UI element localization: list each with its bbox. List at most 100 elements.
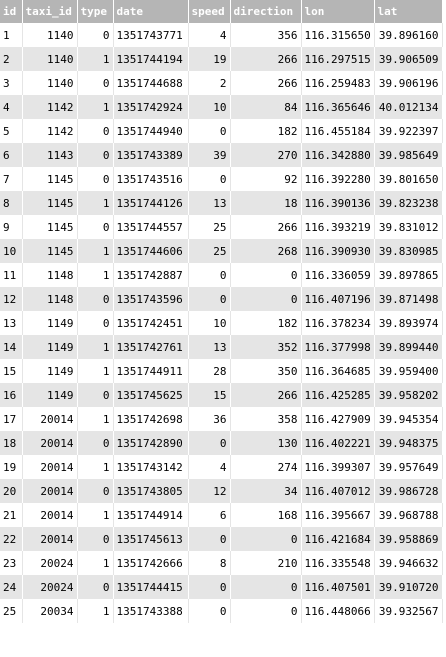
- cell-date: 1351742666: [113, 551, 189, 575]
- table-row[interactable]: 2 1140 1 1351744194 19 266 116.297515 39.906509: [0, 47, 443, 71]
- cell-date: 1351743142: [113, 455, 189, 479]
- cell-date: 1351744415: [113, 575, 189, 599]
- cell-direction: 168: [230, 503, 302, 527]
- cell-taxi-id: 1142: [22, 119, 78, 143]
- table-row[interactable]: 24 20024 0 1351744415 0 0 116.407501 39.910720: [0, 575, 443, 599]
- table-row[interactable]: 7 1145 0 1351743516 0 92 116.392280 39.801650: [0, 167, 443, 191]
- cell-direction: 0: [230, 575, 302, 599]
- cell-type: 1: [77, 599, 114, 623]
- table-row[interactable]: 11 1148 1 1351742887 0 0 116.336059 39.897865: [0, 263, 443, 287]
- cell-speed: 10: [188, 95, 231, 119]
- table-row[interactable]: 3 1140 0 1351744688 2 266 116.259483 39.906196: [0, 71, 443, 95]
- cell-speed: 0: [188, 575, 231, 599]
- table-row[interactable]: 22 20014 0 1351745613 0 0 116.421684 39.958869: [0, 527, 443, 551]
- cell-direction: 182: [230, 311, 302, 335]
- cell-id: 17: [0, 407, 23, 431]
- column-header-id[interactable]: id: [0, 0, 23, 23]
- cell-lat: 39.959400: [374, 359, 443, 383]
- cell-direction: 266: [230, 47, 302, 71]
- cell-direction: 266: [230, 383, 302, 407]
- table-row[interactable]: 23 20024 1 1351742666 8 210 116.335548 39.94663…: [0, 551, 443, 575]
- column-header-taxi-id[interactable]: taxi_id: [22, 0, 78, 23]
- cell-id: 20: [0, 479, 23, 503]
- cell-taxi-id: 1143: [22, 143, 78, 167]
- cell-date: 1351743388: [113, 599, 189, 623]
- cell-taxi-id: 20034: [22, 599, 78, 623]
- cell-lat: 39.986728: [374, 479, 443, 503]
- column-header-type[interactable]: type: [77, 0, 114, 23]
- table-row[interactable]: 4 1142 1 1351742924 10 84 116.365646 40.012134: [0, 95, 443, 119]
- cell-date: 1351744126: [113, 191, 189, 215]
- table-row[interactable]: 5 1142 0 1351744940 0 182 116.455184 39.922397: [0, 119, 443, 143]
- cell-date: 1351744911: [113, 359, 189, 383]
- cell-speed: 0: [188, 167, 231, 191]
- cell-taxi-id: 1149: [22, 335, 78, 359]
- cell-speed: 19: [188, 47, 231, 71]
- cell-date: 1351743596: [113, 287, 189, 311]
- table-row[interactable]: 20 20014 0 1351743805 12 34 116.407012 39.98672…: [0, 479, 443, 503]
- column-header-lon[interactable]: lon: [301, 0, 375, 23]
- cell-date: 1351745613: [113, 527, 189, 551]
- column-header-lat[interactable]: lat: [374, 0, 443, 23]
- cell-speed: 0: [188, 263, 231, 287]
- table-row[interactable]: 6 1143 0 1351743389 39 270 116.342880 39.985649: [0, 143, 443, 167]
- cell-type: 0: [77, 143, 114, 167]
- cell-id: 19: [0, 455, 23, 479]
- cell-taxi-id: 20014: [22, 407, 78, 431]
- cell-direction: 266: [230, 71, 302, 95]
- cell-id: 11: [0, 263, 23, 287]
- cell-id: 22: [0, 527, 23, 551]
- table-row[interactable]: 9 1145 0 1351744557 25 266 116.393219 39.831012: [0, 215, 443, 239]
- cell-taxi-id: 1145: [22, 239, 78, 263]
- cell-type: 0: [77, 479, 114, 503]
- cell-direction: 350: [230, 359, 302, 383]
- cell-taxi-id: 1149: [22, 311, 78, 335]
- column-header-speed[interactable]: speed: [188, 0, 231, 23]
- column-header-date[interactable]: date: [113, 0, 189, 23]
- column-header-direction[interactable]: direction: [230, 0, 302, 23]
- table-row[interactable]: 10 1145 1 1351744606 25 268 116.390930 39.83098…: [0, 239, 443, 263]
- cell-type: 1: [77, 359, 114, 383]
- cell-lon: 116.335548: [301, 551, 375, 575]
- cell-lon: 116.336059: [301, 263, 375, 287]
- table-row[interactable]: 16 1149 0 1351745625 15 266 116.425285 39.95820…: [0, 383, 443, 407]
- table-row[interactable]: 21 20014 1 1351744914 6 168 116.395667 39.96878…: [0, 503, 443, 527]
- table-row[interactable]: 17 20014 1 1351742698 36 358 116.427909 39.9453…: [0, 407, 443, 431]
- cell-speed: 39: [188, 143, 231, 167]
- cell-lon: 116.297515: [301, 47, 375, 71]
- cell-id: 10: [0, 239, 23, 263]
- cell-direction: 352: [230, 335, 302, 359]
- cell-direction: 18: [230, 191, 302, 215]
- cell-speed: 13: [188, 335, 231, 359]
- cell-speed: 4: [188, 23, 231, 47]
- cell-lon: 116.427909: [301, 407, 375, 431]
- cell-speed: 15: [188, 383, 231, 407]
- cell-speed: 25: [188, 215, 231, 239]
- cell-speed: 0: [188, 527, 231, 551]
- table-row[interactable]: 14 1149 1 1351742761 13 352 116.377998 39.89944…: [0, 335, 443, 359]
- cell-taxi-id: 1145: [22, 167, 78, 191]
- cell-type: 0: [77, 119, 114, 143]
- cell-lat: 39.985649: [374, 143, 443, 167]
- table-row[interactable]: 18 20014 0 1351742890 0 130 116.402221 39.94837…: [0, 431, 443, 455]
- table-row[interactable]: 13 1149 0 1351742451 10 182 116.378234 39.89397…: [0, 311, 443, 335]
- table-row[interactable]: 19 20014 1 1351743142 4 274 116.399307 39.95764…: [0, 455, 443, 479]
- table-row[interactable]: 1 1140 0 1351743771 4 356 116.315650 39.896160: [0, 23, 443, 47]
- table-row[interactable]: 12 1148 0 1351743596 0 0 116.407196 39.871498: [0, 287, 443, 311]
- cell-lon: 116.455184: [301, 119, 375, 143]
- cell-speed: 25: [188, 239, 231, 263]
- cell-taxi-id: 1145: [22, 215, 78, 239]
- cell-id: 7: [0, 167, 23, 191]
- cell-direction: 270: [230, 143, 302, 167]
- cell-direction: 130: [230, 431, 302, 455]
- cell-date: 1351744194: [113, 47, 189, 71]
- cell-lat: 39.946632: [374, 551, 443, 575]
- cell-taxi-id: 20014: [22, 479, 78, 503]
- cell-id: 16: [0, 383, 23, 407]
- table-row[interactable]: 8 1145 1 1351744126 13 18 116.390136 39.823238: [0, 191, 443, 215]
- table-row[interactable]: 25 20034 1 1351743388 0 0 116.448066 39.932567: [0, 599, 443, 623]
- cell-taxi-id: 20024: [22, 551, 78, 575]
- table-row[interactable]: 15 1149 1 1351744911 28 350 116.364685 39.95940…: [0, 359, 443, 383]
- cell-lon: 116.377998: [301, 335, 375, 359]
- cell-date: 1351742924: [113, 95, 189, 119]
